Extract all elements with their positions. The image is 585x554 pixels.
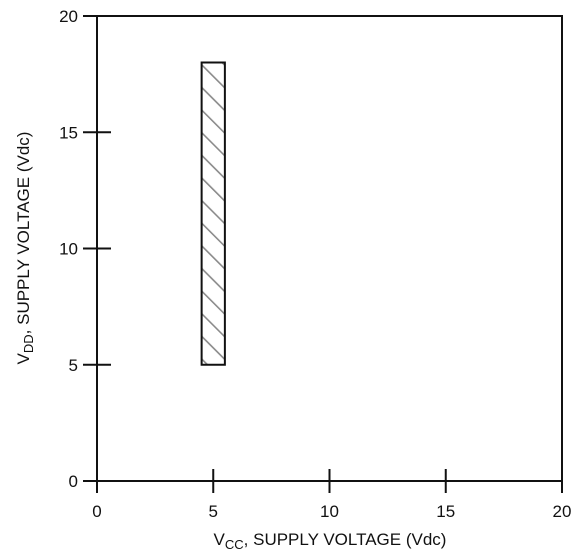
x-axis-title-text: , SUPPLY VOLTAGE (Vdc)	[244, 530, 447, 549]
x-axis-title: VCC, SUPPLY VOLTAGE (Vdc)	[214, 530, 447, 552]
x-tick-label-10: 10	[320, 502, 339, 521]
y-tick-label-20: 20	[59, 7, 78, 26]
operating-region-fill	[201, 62, 225, 365]
y-tick-label-15: 15	[59, 123, 78, 142]
y-axis-title: VDD, SUPPLY VOLTAGE (Vdc)	[14, 132, 36, 365]
x-tick-label-15: 15	[436, 502, 455, 521]
x-tick-label-5: 5	[209, 502, 218, 521]
y-axis-ticks: 0 5 10 15 20	[59, 7, 111, 491]
y-tick-label-5: 5	[69, 356, 78, 375]
x-tick-label-20: 20	[553, 502, 572, 521]
x-axis-title-subscript: CC	[225, 537, 244, 552]
y-axis-title-subscript: DD	[21, 334, 36, 353]
y-tick-label-0: 0	[69, 472, 78, 491]
y-axis-title-text: , SUPPLY VOLTAGE (Vdc)	[14, 132, 33, 335]
plot-frame	[96, 15, 563, 482]
x-axis-ticks: 0 5 10 15 20	[92, 469, 571, 521]
operating-region-outline	[200, 61, 226, 366]
x-tick-label-0: 0	[92, 502, 101, 521]
y-tick-label-10: 10	[59, 240, 78, 259]
x-axis-title-symbol: V	[214, 530, 226, 549]
y-axis-title-symbol: V	[14, 352, 33, 364]
